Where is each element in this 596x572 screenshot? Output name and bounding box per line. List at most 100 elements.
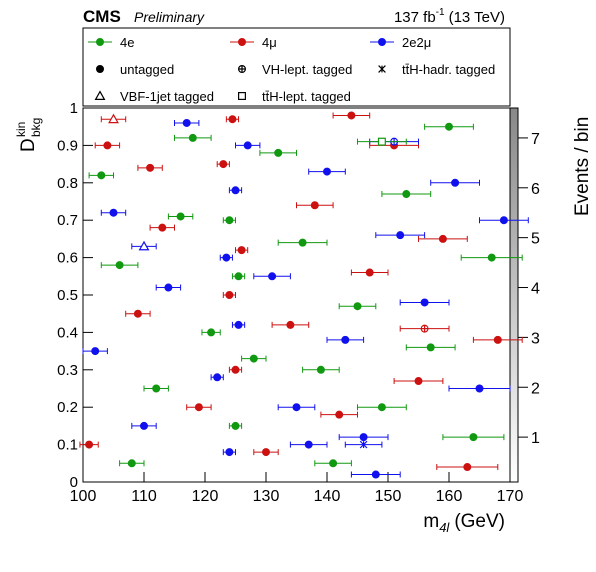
z-axis-label: Events / bin — [572, 117, 593, 216]
point — [207, 328, 216, 337]
point — [234, 272, 243, 281]
point — [262, 448, 271, 457]
y-tick-label: 1 — [70, 100, 78, 117]
y-subscript: bkg — [29, 118, 43, 137]
point — [347, 111, 356, 120]
legend-box — [82, 27, 511, 107]
point — [243, 141, 252, 150]
y-tick-label: 0.2 — [57, 399, 78, 416]
legend-label: tt̄H-lept. tagged — [262, 89, 351, 104]
point — [353, 302, 362, 311]
point — [133, 309, 142, 318]
y-tick-label: 0.7 — [57, 212, 78, 229]
point — [463, 463, 472, 472]
x-axis-label: m4l (GeV) — [423, 511, 505, 535]
point — [298, 238, 307, 247]
z-tick-label: 5 — [531, 231, 540, 248]
lumi: 137 fb-1 (13 TeV) — [394, 7, 505, 26]
point — [97, 171, 106, 180]
point — [377, 137, 386, 146]
color-bar — [509, 107, 519, 483]
point — [499, 216, 508, 225]
point — [341, 335, 350, 344]
point — [493, 335, 502, 344]
point — [329, 459, 338, 468]
y-tick-label: 0 — [70, 474, 78, 491]
point — [176, 212, 185, 221]
y-tick-label: 0.8 — [57, 175, 78, 192]
x-tick-label: 100 — [70, 488, 97, 505]
point — [316, 365, 325, 374]
point — [194, 403, 203, 412]
point — [402, 190, 411, 199]
point — [164, 283, 173, 292]
point — [219, 160, 228, 169]
point — [335, 410, 344, 419]
point — [274, 148, 283, 157]
point — [188, 133, 197, 142]
point — [292, 403, 301, 412]
point — [237, 246, 246, 255]
point — [94, 90, 106, 100]
point — [222, 253, 231, 262]
point — [85, 440, 94, 449]
point — [182, 118, 191, 127]
y-tick-label: 0.5 — [57, 287, 78, 304]
point — [225, 216, 234, 225]
point — [225, 291, 234, 300]
x-tick-label: 130 — [253, 488, 280, 505]
point — [140, 421, 149, 430]
z-tick-label: 3 — [531, 330, 540, 347]
x-symbol: m — [423, 511, 439, 532]
point — [371, 470, 380, 479]
point — [396, 231, 405, 240]
point — [238, 91, 247, 100]
y-superscript: kin — [14, 122, 28, 137]
point — [451, 178, 460, 187]
legend-label: VBF-1jet tagged — [120, 89, 214, 104]
point — [487, 253, 496, 262]
point — [249, 354, 258, 363]
x-unit: (GeV) — [454, 511, 505, 532]
point — [469, 433, 478, 442]
z-tick-label: 2 — [531, 380, 540, 397]
point — [438, 234, 447, 243]
point — [286, 320, 295, 329]
point — [238, 37, 247, 46]
point — [365, 268, 374, 277]
y-tick-label: 0.4 — [57, 324, 78, 341]
point — [359, 440, 368, 449]
point — [146, 163, 155, 172]
point — [234, 320, 243, 329]
point — [231, 365, 240, 374]
point — [377, 403, 386, 412]
point — [323, 167, 332, 176]
point — [213, 373, 222, 382]
experiment: CMS — [83, 7, 121, 26]
point — [414, 377, 423, 386]
lumi-exponent: -1 — [436, 7, 445, 18]
point — [152, 384, 161, 393]
y-tick-label: 0.1 — [57, 437, 78, 454]
point — [228, 115, 237, 124]
point — [109, 208, 118, 217]
point — [115, 261, 124, 270]
legend-label: 4μ — [262, 35, 277, 50]
point — [225, 448, 234, 457]
point — [475, 384, 484, 393]
x-tick-label: 150 — [375, 488, 402, 505]
point — [304, 440, 313, 449]
point — [108, 113, 119, 124]
y-tick-label: 0.9 — [57, 137, 78, 154]
lumi-value: 137 fb — [394, 9, 436, 26]
point — [420, 298, 429, 307]
point — [426, 343, 435, 352]
point — [445, 122, 454, 131]
x-tick-label: 140 — [314, 488, 341, 505]
point — [95, 64, 104, 73]
point — [378, 65, 386, 73]
status: Preliminary — [134, 9, 205, 25]
x-tick-label: 170 — [497, 488, 524, 505]
x-subscript: 4l — [439, 520, 450, 535]
